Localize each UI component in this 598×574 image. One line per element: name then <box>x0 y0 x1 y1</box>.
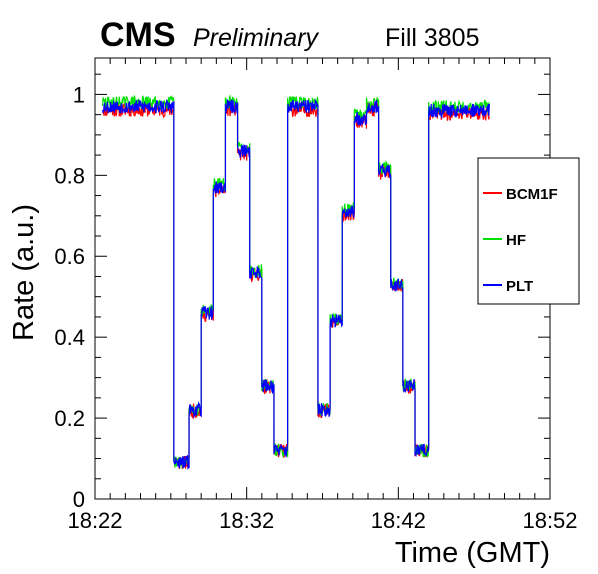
legend-box <box>477 157 580 305</box>
y-tick-label: 0.6 <box>54 244 85 269</box>
y-tick-label: 0.8 <box>54 163 85 188</box>
y-ticks: 0 0.2 0.4 0.6 0.8 1 <box>54 73 550 512</box>
x-tick-label: 18:52 <box>522 508 577 533</box>
series-line-plt <box>101 98 490 470</box>
legend-label-hf: HF <box>506 232 526 249</box>
legend: BCM1F HF PLT <box>477 157 580 305</box>
y-tick-label: 0 <box>73 487 85 512</box>
series-line-hf <box>101 94 490 469</box>
legend-label-bcm1f: BCM1F <box>506 186 558 203</box>
x-axis-title: Time (GMT) <box>395 537 550 569</box>
y-tick-label: 1 <box>73 82 85 107</box>
fill-label: Fill 3805 <box>385 24 480 52</box>
series-group <box>101 94 490 470</box>
y-tick-label: 0.2 <box>54 406 85 431</box>
x-ticks: 18:22 18:32 18:42 18:52 <box>67 58 578 533</box>
series-line-bcm1f <box>102 101 490 470</box>
preliminary-label: Preliminary <box>193 24 320 52</box>
x-tick-label: 18:32 <box>219 508 274 533</box>
cms-label: CMS <box>100 16 176 54</box>
y-axis-title: Rate (a.u.) <box>8 204 40 341</box>
x-tick-label: 18:42 <box>371 508 426 533</box>
x-tick-label: 18:22 <box>67 508 122 533</box>
y-tick-label: 0.4 <box>54 325 85 350</box>
legend-label-plt: PLT <box>506 278 533 295</box>
